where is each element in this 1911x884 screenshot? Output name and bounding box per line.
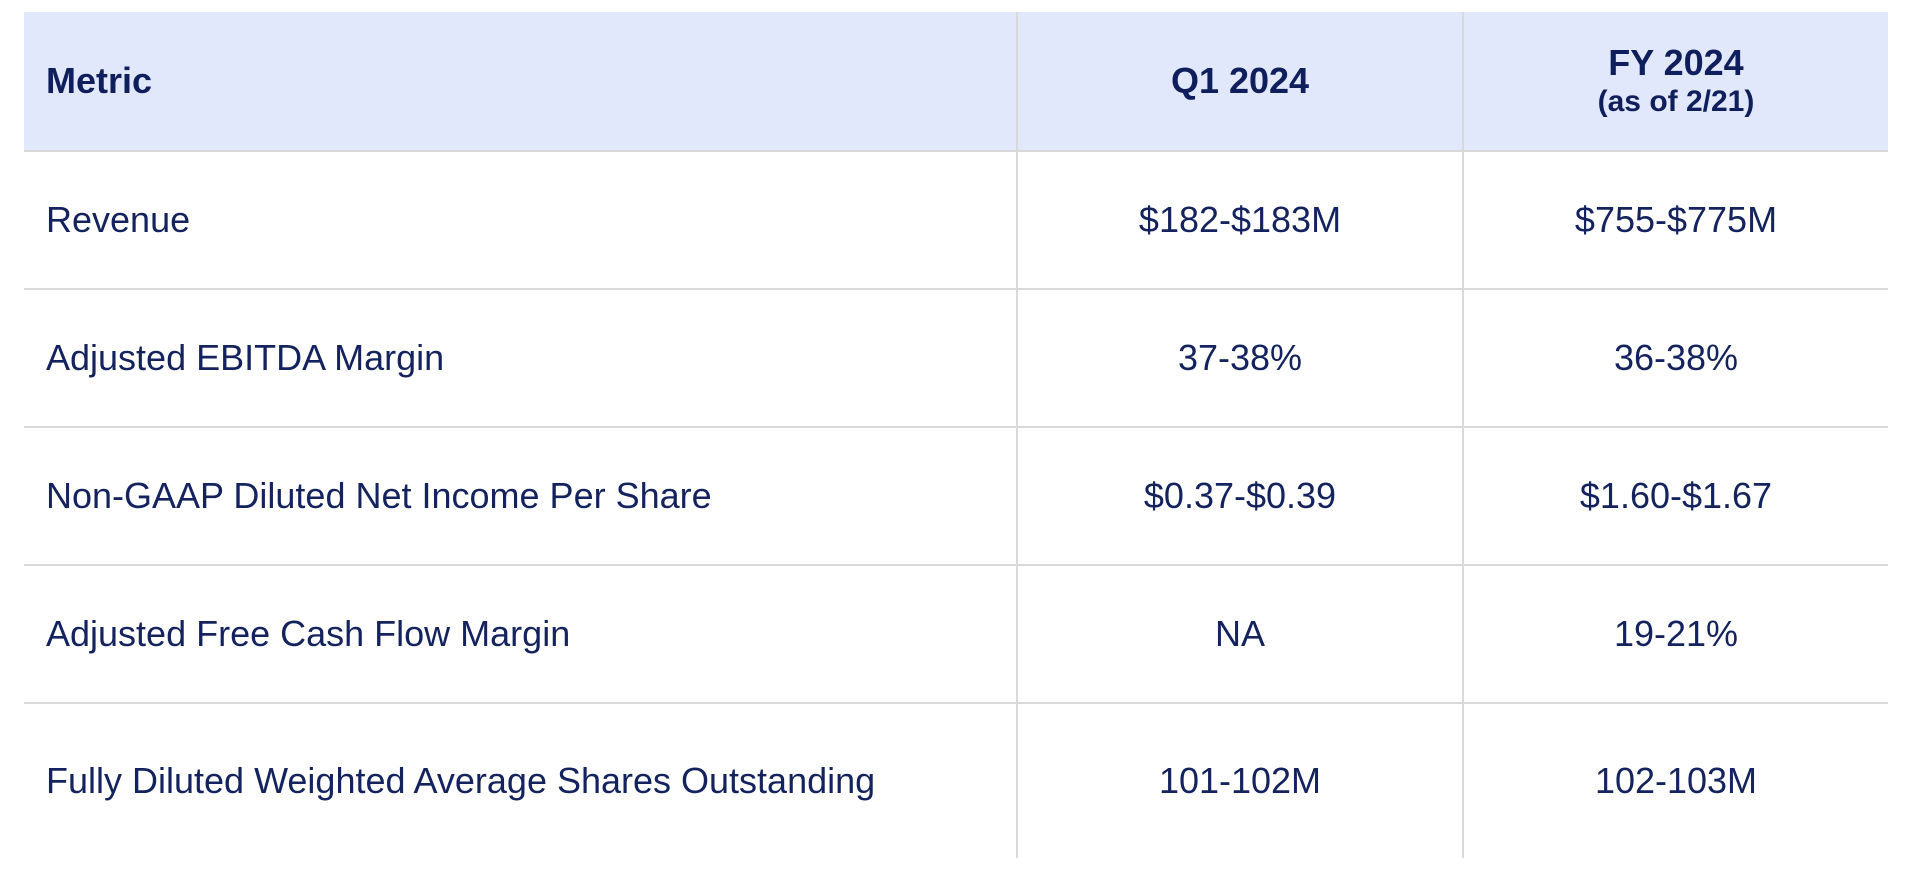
- metric-cell: Adjusted EBITDA Margin: [24, 288, 1017, 428]
- metric-cell: Revenue: [24, 150, 1017, 290]
- fy-value-cell: $1.60-$1.67: [1462, 426, 1888, 566]
- column-header-fy-2024: FY 2024 (as of 2/21): [1462, 12, 1888, 152]
- table-row: Adjusted Free Cash Flow Margin NA 19-21%: [24, 564, 1888, 704]
- metric-cell: Non-GAAP Diluted Net Income Per Share: [24, 426, 1017, 566]
- guidance-table: Metric Q1 2024 FY 2024 (as of 2/21) Reve…: [24, 12, 1888, 858]
- q1-value-cell: 37-38%: [1016, 288, 1463, 428]
- column-header-q1-2024: Q1 2024: [1016, 12, 1463, 152]
- table-row: Adjusted EBITDA Margin 37-38% 36-38%: [24, 288, 1888, 428]
- column-header-fy-2024-subtitle: (as of 2/21): [1597, 85, 1755, 118]
- table-header-row: Metric Q1 2024 FY 2024 (as of 2/21): [24, 12, 1888, 152]
- fy-value-cell: 19-21%: [1462, 564, 1888, 704]
- metric-cell: Fully Diluted Weighted Average Shares Ou…: [24, 702, 1017, 858]
- metric-cell: Adjusted Free Cash Flow Margin: [24, 564, 1017, 704]
- q1-value-cell: $0.37-$0.39: [1016, 426, 1463, 566]
- fy-value-cell: $755-$775M: [1462, 150, 1888, 290]
- table-row: Non-GAAP Diluted Net Income Per Share $0…: [24, 426, 1888, 566]
- column-header-fy-2024-title: FY 2024: [1608, 42, 1744, 83]
- table-row: Fully Diluted Weighted Average Shares Ou…: [24, 702, 1888, 858]
- fy-value-cell: 102-103M: [1462, 702, 1888, 858]
- table-row: Revenue $182-$183M $755-$775M: [24, 150, 1888, 290]
- q1-value-cell: 101-102M: [1016, 702, 1463, 858]
- q1-value-cell: $182-$183M: [1016, 150, 1463, 290]
- fy-value-cell: 36-38%: [1462, 288, 1888, 428]
- q1-value-cell: NA: [1016, 564, 1463, 704]
- column-header-metric: Metric: [24, 12, 1017, 152]
